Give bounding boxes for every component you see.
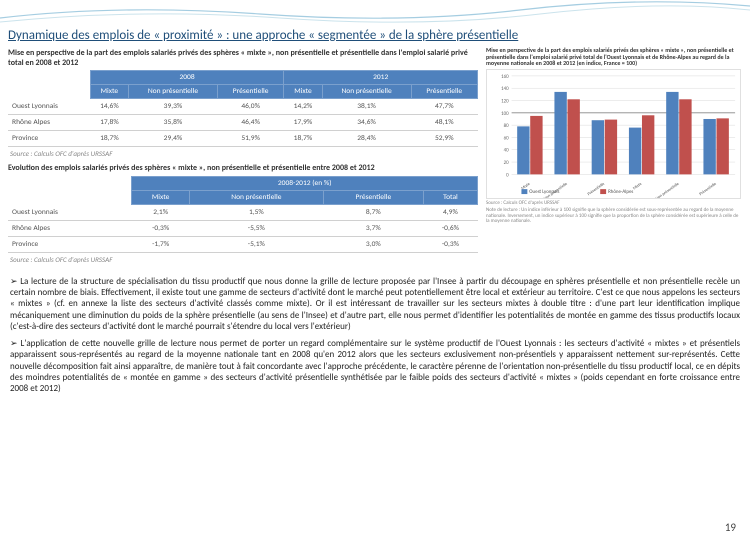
svg-text:Non présentielle: Non présentielle <box>655 182 681 198</box>
chart-source: Source : Calculs OFC d'après URSSAF <box>486 201 741 207</box>
table1-caption: Mise en perspective de la part des emplo… <box>8 49 478 68</box>
table-row: Ouest Lyonnais2,1%1,5%8,7%4,9% <box>8 204 478 220</box>
svg-text:0: 0 <box>506 172 509 178</box>
table2-source: Source : Calculs OFC d'après URSSAF <box>10 255 478 264</box>
bar-chart: 0 20 40 60 80 100 120 140 160 Mixte Non présentiel… <box>486 69 741 199</box>
paragraph-1: ➢ La lecture de la structure de spéciali… <box>10 276 740 332</box>
svg-text:Rhône-Alpes: Rhône-Alpes <box>608 189 633 195</box>
svg-text:Mixte: Mixte <box>632 182 643 192</box>
table1-year-b: 2012 <box>284 71 478 85</box>
svg-text:40: 40 <box>504 148 509 154</box>
svg-text:140: 140 <box>501 86 509 92</box>
right-column: Mise en perspective de la part des emplo… <box>486 47 741 270</box>
chart-caption: Mise en perspective de la part des emplo… <box>486 47 741 67</box>
svg-text:Présentielle: Présentielle <box>699 182 718 197</box>
table2-caption: Evolution des emplois salariés privés de… <box>8 164 478 174</box>
svg-text:120: 120 <box>501 98 509 104</box>
svg-text:100: 100 <box>501 111 509 117</box>
table-row: Province18,7%29,4%51,9%18,7%28,4%52,9% <box>8 131 478 147</box>
svg-text:160: 160 <box>501 74 509 80</box>
table-row: Ouest Lyonnais14,6%39,3%46,0%14,2%38,1%4… <box>8 99 478 115</box>
svg-text:60: 60 <box>504 135 509 141</box>
svg-text:Ouest Lyonnais: Ouest Lyonnais <box>529 189 559 195</box>
chart-reading-note: Note de lecture : Un indice inférieur à … <box>486 208 741 225</box>
table-row: Province-1,7%-5,1%3,0%-0,3% <box>8 236 478 252</box>
paragraph-2: ➢ L'application de cette nouvelle grille… <box>10 338 740 394</box>
table2-period: 2008-2012 (en %) <box>132 176 478 190</box>
left-column: Mise en perspective de la part des emplo… <box>8 47 478 270</box>
table-row: Rhône Alpes17,8%35,8%46,4%17,9%34,6%48,1… <box>8 115 478 131</box>
svg-text:80: 80 <box>504 123 509 129</box>
content-area: Mise en perspective de la part des emplo… <box>0 47 750 270</box>
body-text: ➢ La lecture de la structure de spéciali… <box>0 270 750 395</box>
table1-source: Source : Calculs OFC d'après URSSAF <box>10 149 478 158</box>
svg-text:20: 20 <box>504 160 509 166</box>
table2: 2008-2012 (en %) Mixte Non présentielle … <box>8 176 478 253</box>
table-row: Rhône Alpes-0,3%-5,5%3,7%-0,6% <box>8 220 478 236</box>
table1-year-a: 2008 <box>90 71 284 85</box>
page-title: Dynamique des emplois de « proximité » :… <box>0 0 750 47</box>
table1: 2008 2012 Mixte Non présentielle Présent… <box>8 70 478 147</box>
page-number: 19 <box>725 521 736 534</box>
